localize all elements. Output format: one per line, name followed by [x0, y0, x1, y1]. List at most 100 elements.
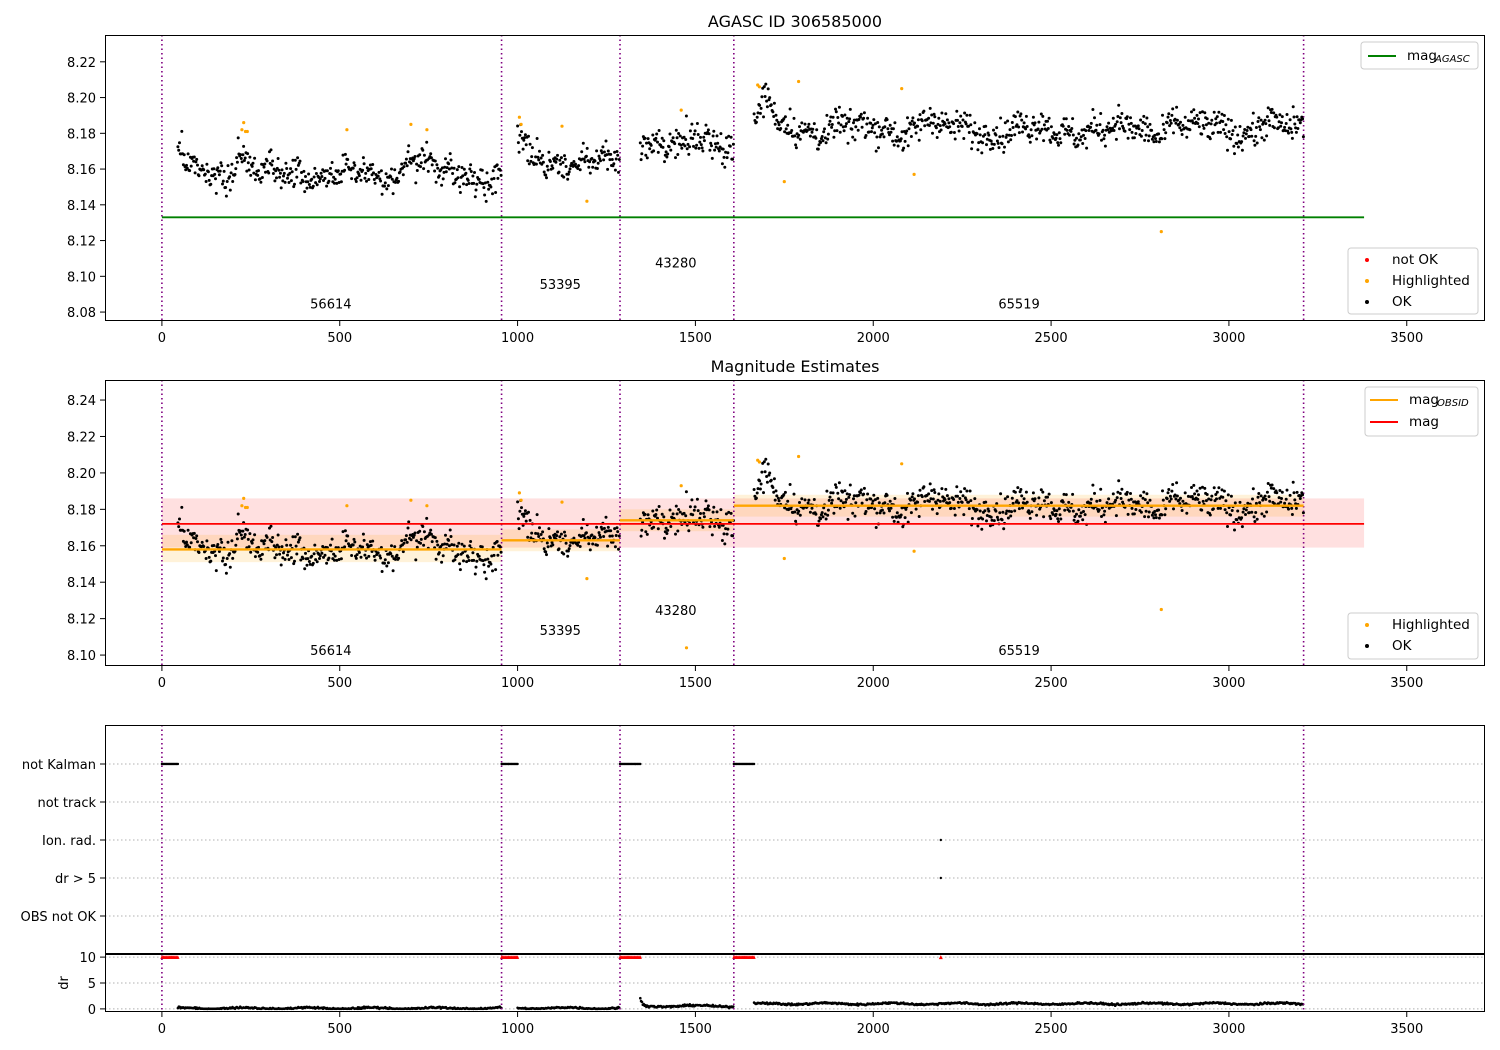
ok-point	[609, 152, 613, 156]
ok-point	[341, 153, 345, 157]
ok-point	[481, 182, 485, 186]
ok-point	[1132, 136, 1136, 140]
highlighted-point	[1159, 607, 1163, 612]
ok-point	[1198, 486, 1202, 490]
ok-point	[520, 130, 523, 134]
ok-point	[698, 140, 702, 144]
ok-point	[1057, 507, 1061, 511]
ok-point	[674, 128, 678, 132]
ok-point	[332, 181, 336, 185]
ok-point	[871, 123, 875, 127]
ok-point	[1094, 128, 1098, 132]
ok-point	[226, 540, 230, 544]
ok-point	[383, 181, 387, 185]
ok-point	[664, 150, 668, 154]
ok-point	[404, 534, 408, 538]
ok-point	[955, 109, 959, 113]
ok-point	[906, 144, 910, 148]
ok-point	[1153, 133, 1157, 137]
ok-point	[491, 169, 495, 173]
ok-point	[252, 171, 256, 175]
ok-point	[1058, 513, 1062, 517]
ok-point	[604, 515, 608, 519]
ok-point	[1207, 497, 1211, 501]
ok-point	[486, 557, 490, 561]
ok-point	[817, 143, 821, 147]
ok-point	[692, 144, 695, 148]
ok-point	[239, 157, 243, 160]
ok-point	[380, 192, 384, 196]
ok-point	[419, 161, 423, 165]
ok-point	[1197, 125, 1201, 129]
ok-point	[1080, 128, 1084, 132]
ok-point	[1175, 118, 1179, 122]
ok-point	[679, 143, 683, 147]
ok-point	[1256, 120, 1260, 123]
ok-point	[371, 539, 375, 543]
ok-point	[759, 106, 763, 110]
ok-point	[952, 122, 956, 126]
ok-point	[402, 541, 406, 545]
ok-point	[862, 116, 866, 120]
ok-point	[293, 158, 297, 162]
ok-point	[390, 544, 393, 548]
ok-point	[758, 111, 762, 115]
ok-point	[724, 512, 728, 516]
ok-point	[1201, 124, 1205, 127]
ok-point	[546, 545, 550, 549]
ok-point	[665, 155, 669, 159]
flag-row-label: OBS not OK	[21, 910, 97, 925]
ok-point	[1078, 138, 1082, 142]
ok-point	[1250, 134, 1254, 138]
ok-point	[605, 153, 609, 157]
ok-point	[1181, 123, 1185, 127]
ok-point	[1064, 117, 1068, 121]
ok-point	[1236, 509, 1240, 513]
ok-point	[1186, 494, 1190, 498]
ok-point	[563, 530, 566, 534]
ok-point	[1298, 121, 1302, 125]
ok-point	[1015, 123, 1019, 127]
ok-point	[663, 536, 666, 540]
ok-point	[282, 551, 285, 555]
ok-point	[909, 511, 913, 515]
ok-point	[1137, 127, 1141, 131]
ok-point	[1170, 113, 1174, 117]
ok-point	[684, 490, 688, 494]
highlighted-point	[757, 85, 762, 89]
ok-point	[362, 538, 366, 542]
ok-point	[1201, 499, 1205, 503]
ok-point	[1133, 124, 1137, 128]
ok-point	[674, 156, 677, 160]
ok-point	[368, 163, 372, 167]
ok-point	[499, 550, 503, 554]
ok-point	[1238, 500, 1242, 504]
ok-point	[486, 180, 490, 184]
ok-point	[433, 159, 437, 163]
ok-point	[846, 141, 850, 145]
ok-point	[715, 510, 719, 514]
ok-point	[870, 126, 874, 130]
ok-point	[1073, 515, 1077, 518]
ok-point	[180, 505, 184, 509]
ok-point	[1209, 498, 1213, 502]
ok-point	[999, 116, 1003, 120]
highlighted-point	[242, 121, 246, 125]
ok-point	[1002, 527, 1006, 531]
ok-point	[1007, 509, 1011, 513]
ok-point	[676, 529, 680, 533]
ok-point	[224, 186, 228, 189]
obsid-label: 43280	[655, 604, 696, 619]
ok-point	[440, 183, 444, 187]
ok-point	[1241, 134, 1245, 138]
ok-point	[548, 536, 552, 540]
ok-point	[726, 151, 730, 155]
ok-point	[551, 166, 555, 170]
ok-point	[275, 553, 278, 557]
ok-point	[219, 537, 223, 541]
ok-point	[1111, 126, 1114, 130]
ok-point	[783, 115, 787, 119]
ok-point	[429, 152, 433, 156]
